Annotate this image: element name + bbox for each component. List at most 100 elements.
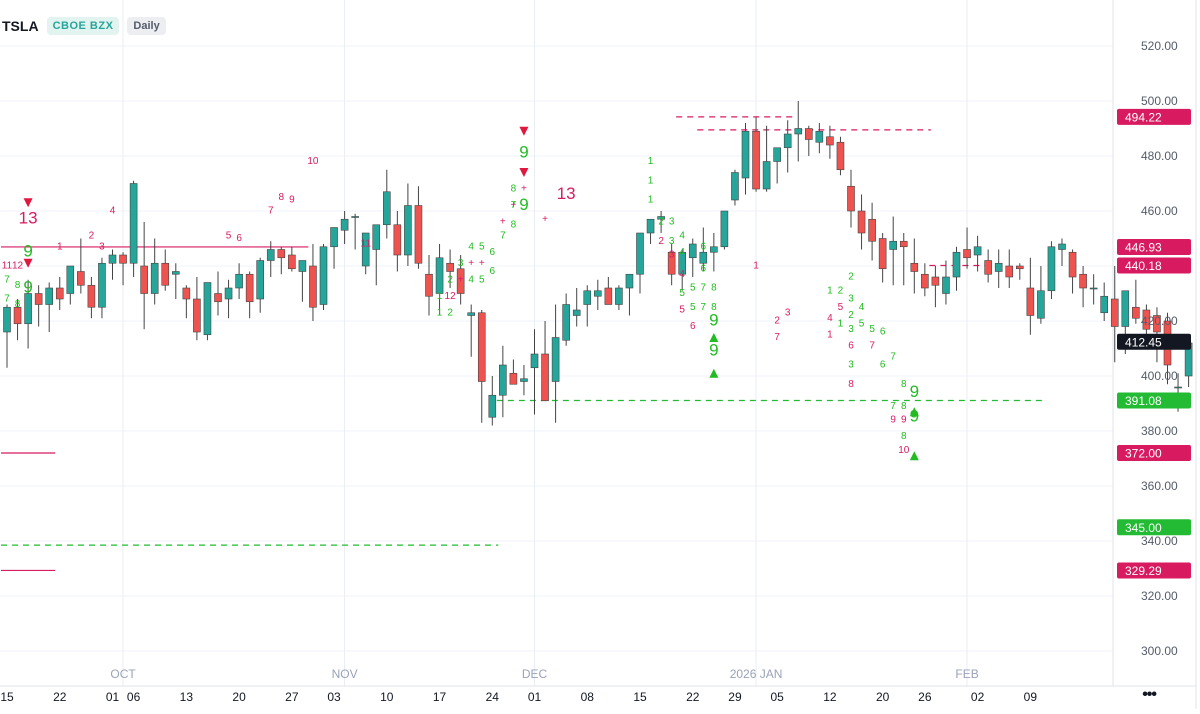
candle-up[interactable] <box>499 364 507 396</box>
candle-up[interactable] <box>710 246 718 253</box>
candle-up[interactable] <box>583 290 592 305</box>
candle-down[interactable] <box>857 210 866 234</box>
candle-down[interactable] <box>1132 306 1140 319</box>
interval-badge[interactable]: Daily <box>127 17 166 35</box>
candle-up[interactable] <box>435 257 444 294</box>
price-badge-label[interactable]: 494.22 <box>1125 110 1162 124</box>
candle-down[interactable] <box>921 273 929 289</box>
candle-up[interactable] <box>773 147 781 162</box>
candle-up[interactable] <box>66 265 75 294</box>
candle-down[interactable] <box>847 185 855 212</box>
candle-up[interactable] <box>762 161 771 190</box>
candle-up[interactable] <box>942 276 950 294</box>
price-badge-label[interactable]: 412.45 <box>1125 335 1162 349</box>
more-options-button[interactable]: ••• <box>1142 686 1157 703</box>
candle-down[interactable] <box>931 276 940 286</box>
candle-down[interactable] <box>963 249 971 259</box>
candle-down[interactable] <box>1142 309 1151 330</box>
candle-down[interactable] <box>119 254 127 264</box>
candle-up[interactable] <box>256 260 265 300</box>
candle-up[interactable] <box>678 251 687 275</box>
candle-down[interactable] <box>899 240 908 248</box>
candle-down[interactable] <box>245 273 254 303</box>
candle-up[interactable] <box>488 394 497 418</box>
candle-down[interactable] <box>477 312 486 382</box>
symbol-label[interactable]: TSLA <box>2 18 39 34</box>
candle-down[interactable] <box>1110 298 1119 327</box>
candle-up[interactable] <box>1058 243 1066 250</box>
candle-up[interactable] <box>1174 386 1182 389</box>
candle-down[interactable] <box>836 141 845 171</box>
candle-up[interactable] <box>794 128 803 135</box>
candle-up[interactable] <box>129 183 138 264</box>
candle-down[interactable] <box>1153 315 1161 333</box>
candle-down[interactable] <box>182 287 191 300</box>
candle-down[interactable] <box>984 260 992 275</box>
candle-up[interactable] <box>994 262 1003 272</box>
candle-up[interactable] <box>235 273 243 289</box>
price-badge-label[interactable]: 446.93 <box>1125 240 1162 254</box>
candle-up[interactable] <box>1100 295 1108 314</box>
candle-down[interactable] <box>509 372 518 385</box>
candle-up[interactable] <box>382 191 391 226</box>
candle-down[interactable] <box>446 262 454 272</box>
candle-down[interactable] <box>1015 265 1024 270</box>
candle-up[interactable] <box>562 304 570 341</box>
candle-down[interactable] <box>1079 273 1087 289</box>
candle-up[interactable] <box>1089 287 1098 290</box>
candle-down[interactable] <box>910 262 919 272</box>
candle-up[interactable] <box>720 210 729 248</box>
price-badge-label[interactable]: 345.00 <box>1125 521 1162 535</box>
candle-up[interactable] <box>520 378 528 382</box>
candle-up[interactable] <box>1047 246 1056 292</box>
candle-up[interactable] <box>24 293 32 325</box>
candle-down[interactable] <box>826 136 834 146</box>
candle-down[interactable] <box>456 268 465 294</box>
candle-up[interactable] <box>319 246 328 305</box>
price-badge-label[interactable]: 329.29 <box>1125 564 1162 578</box>
candle-up[interactable] <box>351 216 359 218</box>
candle-up[interactable] <box>530 353 539 369</box>
candle-up[interactable] <box>467 312 476 316</box>
candle-up[interactable] <box>731 172 739 201</box>
candle-up[interactable] <box>646 218 655 234</box>
candle-down[interactable] <box>34 293 43 305</box>
candle-down[interactable] <box>87 284 96 308</box>
candle-up[interactable] <box>657 216 665 220</box>
candle-down[interactable] <box>804 128 813 140</box>
candle-up[interactable] <box>783 133 792 149</box>
candle-down[interactable] <box>1005 265 1014 278</box>
candle-up[interactable] <box>108 254 117 264</box>
candle-up[interactable] <box>973 246 982 256</box>
candle-down[interactable] <box>193 298 201 333</box>
candle-down[interactable] <box>288 254 296 270</box>
candle-up[interactable] <box>688 243 697 259</box>
candle-up[interactable] <box>625 273 634 289</box>
candle-down[interactable] <box>77 271 85 286</box>
candle-up[interactable] <box>1121 290 1130 327</box>
candle-up[interactable] <box>593 290 602 297</box>
candle-up[interactable] <box>551 337 560 382</box>
candle-up[interactable] <box>340 218 349 231</box>
candle-down[interactable] <box>752 130 760 190</box>
candle-up[interactable] <box>372 224 381 250</box>
candle-down[interactable] <box>667 251 676 275</box>
candle-up[interactable] <box>98 262 106 308</box>
candle-down[interactable] <box>425 273 433 297</box>
price-badge-label[interactable]: 391.08 <box>1125 394 1162 408</box>
candle-up[interactable] <box>224 287 233 300</box>
candle-down[interactable] <box>214 293 222 303</box>
candle-up[interactable] <box>361 232 370 267</box>
candle-up[interactable] <box>1037 290 1045 319</box>
candle-up[interactable] <box>741 130 750 179</box>
candle-down[interactable] <box>277 249 286 259</box>
candle-up[interactable] <box>150 262 159 294</box>
price-badge-label[interactable]: 440.18 <box>1125 259 1162 273</box>
candle-up[interactable] <box>615 287 623 305</box>
candle-down[interactable] <box>161 262 170 286</box>
candle-up[interactable] <box>45 287 54 305</box>
candle-up[interactable] <box>298 260 307 272</box>
candle-down[interactable] <box>878 238 887 270</box>
candle-up[interactable] <box>172 271 180 275</box>
